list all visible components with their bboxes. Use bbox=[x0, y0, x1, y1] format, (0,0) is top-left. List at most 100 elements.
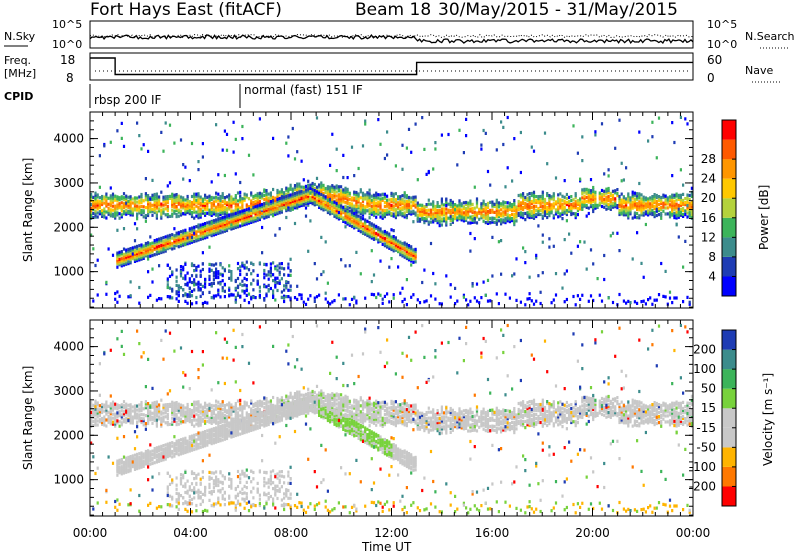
velocity-cell bbox=[110, 394, 112, 397]
power-cell bbox=[237, 262, 239, 265]
power-cell bbox=[143, 215, 145, 218]
power-cell bbox=[520, 193, 522, 196]
cpid-segment-2: normal (fast) 151 IF bbox=[244, 83, 363, 97]
power-cell bbox=[327, 185, 329, 188]
power-cell bbox=[121, 257, 123, 260]
power-cell bbox=[371, 195, 373, 198]
power-cell bbox=[415, 123, 417, 126]
power-cell bbox=[349, 192, 351, 195]
power-cell bbox=[294, 192, 296, 195]
power-cell bbox=[322, 194, 324, 197]
velocity-cell bbox=[160, 505, 162, 508]
power-cell bbox=[195, 225, 197, 228]
power-cell bbox=[522, 192, 524, 195]
power-cell bbox=[290, 289, 292, 292]
power-cell bbox=[377, 292, 379, 295]
power-cell bbox=[682, 193, 684, 196]
power-cell bbox=[401, 144, 403, 147]
power-cell bbox=[296, 150, 298, 153]
power-cell bbox=[136, 227, 138, 230]
power-cell bbox=[97, 259, 99, 262]
velocity-cell bbox=[143, 407, 145, 410]
velocity-cell bbox=[169, 423, 171, 426]
power-cell bbox=[138, 134, 140, 137]
power-cell bbox=[246, 284, 248, 287]
power-cell bbox=[208, 291, 210, 294]
power-cell bbox=[149, 235, 151, 238]
power-cell bbox=[151, 194, 153, 197]
power-cell bbox=[518, 194, 520, 197]
power-cell bbox=[149, 242, 151, 245]
power-cell bbox=[215, 123, 217, 126]
power-cell bbox=[290, 209, 292, 212]
power-cell bbox=[555, 208, 557, 211]
power-cell bbox=[215, 206, 217, 209]
velocity-cell bbox=[130, 502, 132, 505]
power-cell bbox=[184, 229, 186, 232]
power-cell bbox=[197, 281, 199, 284]
power-cell bbox=[162, 236, 164, 239]
power-cell bbox=[377, 233, 379, 236]
power-cell bbox=[250, 297, 252, 300]
power-cell bbox=[599, 192, 601, 195]
power-cell bbox=[640, 193, 642, 196]
power-cell bbox=[572, 202, 574, 205]
power-cell bbox=[204, 278, 206, 281]
power-cell bbox=[498, 209, 500, 212]
power-cell bbox=[116, 252, 118, 255]
power-cell bbox=[250, 212, 252, 215]
power-cell bbox=[415, 203, 417, 206]
power-cell bbox=[570, 195, 572, 198]
power-cell bbox=[665, 270, 667, 273]
power-cell bbox=[176, 280, 178, 283]
power-cell bbox=[347, 210, 349, 213]
power-cell bbox=[393, 213, 395, 216]
power-cell bbox=[322, 203, 324, 206]
power-cell bbox=[504, 293, 506, 296]
power-cell bbox=[318, 183, 320, 186]
power-cell bbox=[108, 247, 110, 250]
power-cell bbox=[498, 240, 500, 243]
power-cell bbox=[682, 266, 684, 269]
velocity-cell bbox=[119, 466, 121, 469]
power-cell bbox=[397, 195, 399, 198]
power-cell bbox=[132, 246, 134, 249]
power-cell bbox=[162, 240, 164, 243]
power-cell bbox=[248, 207, 250, 210]
power-cell bbox=[401, 287, 403, 290]
power-cell bbox=[265, 201, 267, 204]
power-cell bbox=[522, 246, 524, 249]
power-cell bbox=[406, 200, 408, 203]
power-cell bbox=[241, 264, 243, 267]
power-cell bbox=[316, 186, 318, 189]
power-cell bbox=[167, 213, 169, 216]
velocity-cell bbox=[147, 478, 149, 481]
power-cell bbox=[103, 207, 105, 210]
power-cell bbox=[546, 202, 548, 205]
power-cell bbox=[272, 273, 274, 276]
velocity-cell bbox=[165, 443, 167, 446]
power-cell bbox=[535, 254, 537, 257]
power-cell bbox=[228, 194, 230, 197]
power-cell bbox=[518, 212, 520, 215]
power-cell bbox=[401, 251, 403, 254]
velocity-cell bbox=[112, 462, 114, 465]
velocity-cell bbox=[151, 387, 153, 390]
power-cell bbox=[187, 282, 189, 285]
power-cell bbox=[176, 193, 178, 196]
power-cell bbox=[390, 228, 392, 231]
power-cell bbox=[189, 280, 191, 283]
power-cell bbox=[423, 269, 425, 272]
velocity-cell bbox=[156, 453, 158, 456]
power-cell bbox=[417, 202, 419, 205]
power-cell bbox=[112, 254, 114, 257]
power-cell bbox=[338, 205, 340, 208]
power-cell bbox=[614, 189, 616, 192]
power-cell bbox=[325, 201, 327, 204]
power-cell bbox=[393, 297, 395, 300]
power-cell bbox=[406, 303, 408, 306]
power-cell bbox=[577, 213, 579, 216]
velocity-cell bbox=[134, 457, 136, 460]
power-cell bbox=[395, 208, 397, 211]
power-cell bbox=[213, 219, 215, 222]
